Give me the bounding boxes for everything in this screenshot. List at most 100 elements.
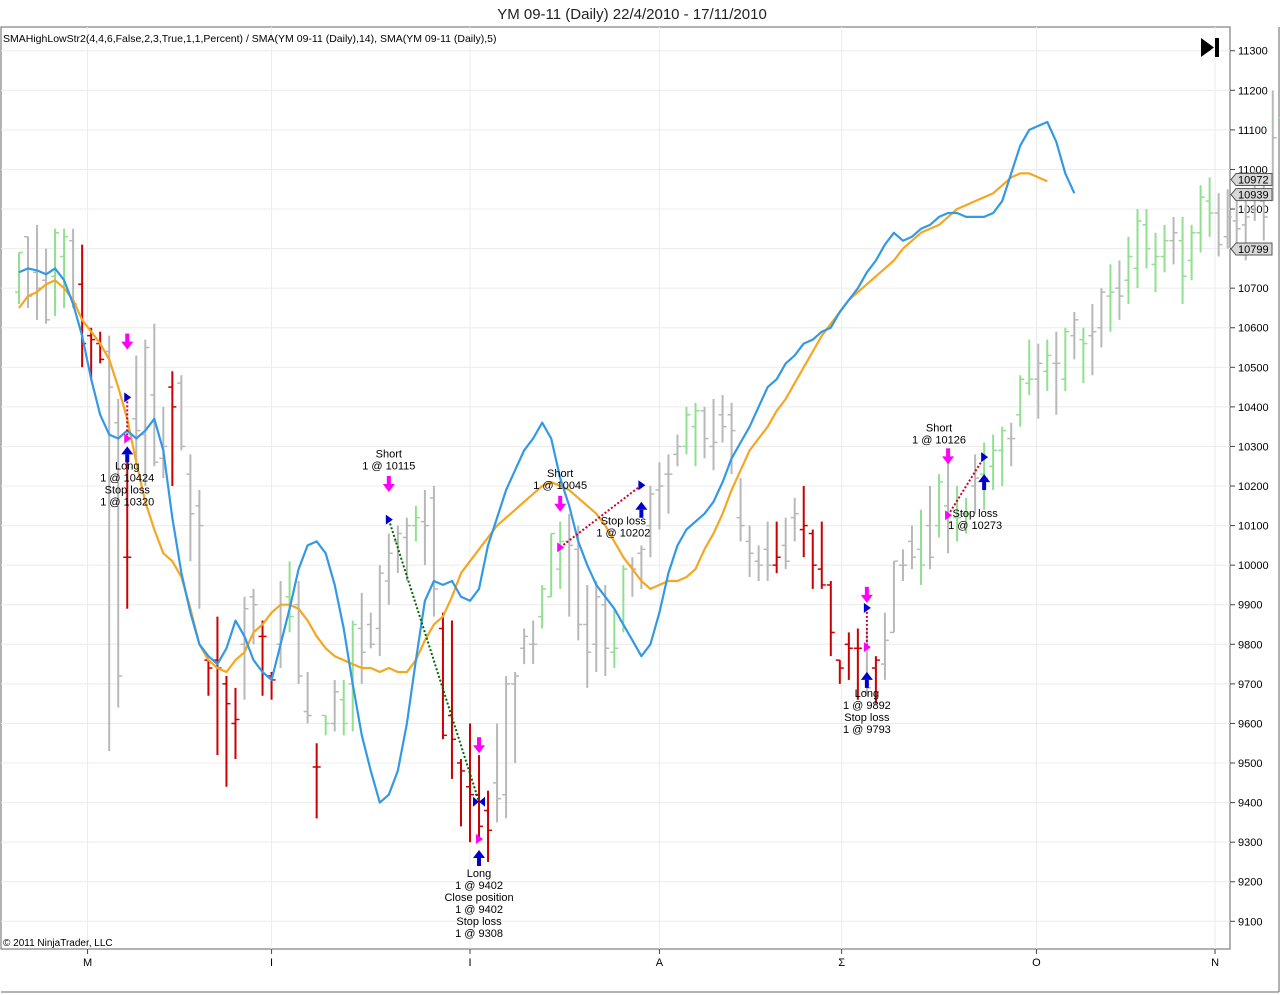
price-label: 10972	[1230, 173, 1273, 187]
price-label-box	[1230, 173, 1273, 187]
ohlc-bar	[1097, 288, 1106, 348]
price-label: 10799	[1230, 242, 1273, 256]
ohlc-bar	[871, 656, 880, 704]
y-tick-label: 9200	[1238, 877, 1262, 889]
y-tick-label: 11100	[1238, 125, 1267, 137]
ohlc-bar	[402, 517, 411, 581]
ohlc-bar	[168, 371, 177, 487]
y-tick-label: 9700	[1238, 679, 1262, 691]
exit-triangle-icon	[124, 433, 132, 444]
y-tick-label: 10100	[1238, 521, 1269, 533]
ohlc-bar	[1214, 193, 1223, 257]
trade-annotation-line: 1 @ 9308	[455, 928, 503, 940]
arrow-shaft	[946, 448, 951, 458]
copyright-text: © 2011 NinjaTrader, LLC	[3, 938, 113, 949]
ohlc-bar	[1160, 224, 1169, 273]
ohlc-bar	[826, 580, 835, 657]
arrow-head	[554, 503, 567, 512]
plot-frame	[0, 26, 1231, 950]
entry-arrow-icon	[473, 849, 486, 866]
y-tick-label: 9500	[1238, 758, 1262, 770]
x-tick-label: O	[1032, 957, 1041, 969]
ohlc-bar	[384, 533, 393, 605]
ohlc-bar	[294, 580, 303, 684]
entry-triangle-icon	[124, 392, 132, 403]
ohlc-bar	[971, 454, 980, 514]
arrow-shaft	[558, 495, 563, 505]
ohlc-bar	[502, 675, 511, 819]
ohlc-bar	[484, 790, 493, 862]
ohlc-bar	[1142, 209, 1151, 269]
arrow-head	[473, 745, 486, 754]
ohlc-bar	[646, 486, 655, 558]
y-tick-label: 9300	[1238, 837, 1262, 849]
trade-annotation-line: 1 @ 10320	[100, 496, 154, 508]
y-tick-label: 10400	[1238, 402, 1269, 414]
ohlc-bar	[1061, 327, 1070, 392]
arrow-shaft	[477, 857, 482, 866]
ohlc-bar	[1196, 185, 1205, 253]
trade-annotation-line: 1 @ 10273	[948, 520, 1002, 532]
ohlc-bar	[538, 584, 547, 629]
ohlc-bar	[1106, 264, 1115, 332]
ohlc-bar	[998, 426, 1007, 487]
arrow-shaft	[864, 679, 869, 688]
ohlc-bar	[664, 454, 673, 514]
exit-arrow-icon	[121, 333, 134, 350]
exit-triangle-icon	[945, 510, 953, 521]
trade-annotation-line: Long	[855, 688, 879, 700]
trade-annotation-line: 1 @ 9402	[455, 880, 503, 892]
ohlc-bar	[880, 612, 889, 680]
ohlc-bar	[1043, 339, 1052, 392]
y-tick-label: 10200	[1238, 481, 1269, 493]
ohlc-bar	[87, 327, 96, 380]
ohlc-bar	[285, 561, 294, 633]
y-tick-label: 10700	[1238, 283, 1269, 295]
ohlc-bar	[1187, 224, 1196, 281]
arrow-head	[942, 456, 955, 465]
arrow-head	[382, 484, 395, 493]
ohlc-bar	[673, 434, 682, 467]
trade-markers	[121, 333, 991, 866]
ohlc-bar	[1025, 339, 1034, 396]
ohlc-bar	[574, 525, 583, 641]
arrow-shaft	[125, 333, 130, 343]
trade-annotation-line: Short	[926, 423, 952, 435]
ohlc-bar	[944, 462, 953, 554]
x-tick-label: M	[83, 957, 92, 969]
skip-to-end-icon[interactable]	[1201, 38, 1219, 57]
exit-arrow-icon	[942, 448, 955, 465]
ohlc-bar	[1205, 177, 1214, 237]
arrow-shaft	[639, 509, 644, 518]
trade-annotation-line: 1 @ 9793	[843, 724, 891, 736]
ohlc-bar	[799, 486, 808, 558]
entry-arrow-icon	[860, 671, 873, 688]
x-tick-label: N	[1211, 957, 1219, 969]
ohlc-bar	[312, 743, 321, 819]
trade-annotation-line: Stop loss	[952, 508, 998, 520]
y-tick-label: 10000	[1238, 560, 1269, 572]
ohlc-bar	[592, 580, 601, 673]
arrow-head	[121, 341, 134, 350]
ohlc-bar	[1169, 216, 1178, 265]
trade-path	[559, 484, 642, 549]
ohlc-bar	[718, 395, 727, 443]
trade-annotation-line: 1 @ 10045	[533, 480, 587, 492]
trade-annotation-line: 1 @ 9892	[843, 700, 891, 712]
ohlc-bar	[1007, 422, 1016, 467]
y-tick-label: 9600	[1238, 718, 1262, 730]
y-tick-label: 11200	[1238, 85, 1268, 97]
exit-arrow-icon	[473, 737, 486, 754]
exit-arrow-icon	[860, 586, 873, 603]
ohlc-bar	[339, 679, 348, 736]
trade-path	[947, 456, 985, 516]
ohlc-bar	[691, 402, 700, 467]
arrow-head	[121, 446, 134, 455]
ohlc-bar	[51, 228, 60, 316]
trade-annotation-line: Long	[115, 460, 139, 472]
entry-triangle-icon	[638, 480, 646, 491]
ohlc-bar	[583, 584, 592, 688]
ohlc-bar	[556, 521, 565, 589]
trade-annotation-line: Stop loss	[105, 484, 151, 496]
